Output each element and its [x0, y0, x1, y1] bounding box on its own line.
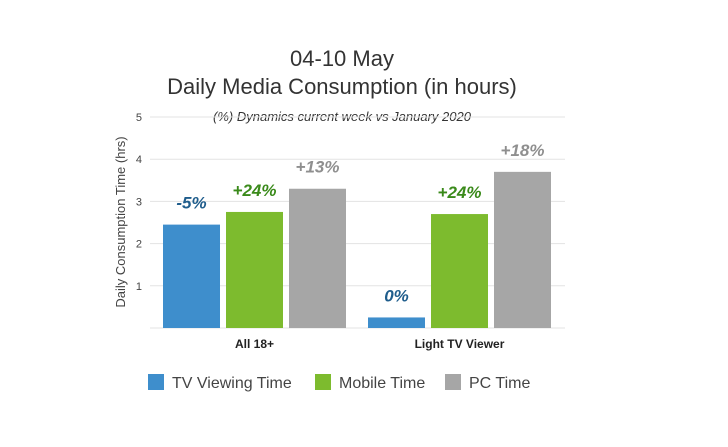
y-tick-label: 4	[136, 154, 142, 166]
bar-tv-viewing-time	[368, 317, 425, 328]
chart-title: 04-10 May	[290, 46, 394, 71]
y-axis-label: Daily Consumption Time (hrs)	[113, 136, 128, 307]
legend-label: PC Time	[469, 375, 530, 392]
chart-subtitle: Daily Media Consumption (in hours)	[167, 74, 517, 99]
data-label: 0%	[384, 286, 409, 305]
bar-mobile-time	[431, 214, 488, 328]
data-label: +24%	[438, 183, 482, 202]
bar-pc-time	[494, 171, 551, 328]
legend: TV Viewing Time Mobile Time PC Time	[148, 374, 530, 392]
y-tick-label: 5	[136, 112, 142, 124]
bars	[163, 171, 551, 328]
x-axis-categories: All 18+ Light TV Viewer	[235, 337, 505, 351]
data-label: -5%	[176, 194, 206, 213]
bar-tv-viewing-time	[163, 224, 220, 328]
legend-swatch	[148, 374, 164, 390]
y-tick-label: 2	[136, 239, 142, 251]
legend-label: TV Viewing Time	[172, 375, 292, 392]
legend-swatch	[445, 374, 461, 390]
y-tick-label: 3	[136, 196, 142, 208]
bar-pc-time	[289, 188, 346, 328]
data-label: +13%	[296, 158, 340, 177]
data-label: +18%	[501, 141, 545, 160]
x-category-label: Light TV Viewer	[415, 337, 505, 351]
y-tick-label: 1	[136, 281, 142, 293]
data-labels: -5% +24% +13% 0% +24% +18%	[176, 141, 544, 306]
y-axis-ticks: 1 2 3 4 5	[136, 112, 142, 293]
legend-label: Mobile Time	[339, 375, 425, 392]
x-category-label: All 18+	[235, 337, 274, 351]
bar-mobile-time	[226, 211, 283, 328]
data-label: +24%	[233, 181, 277, 200]
legend-swatch	[315, 374, 331, 390]
